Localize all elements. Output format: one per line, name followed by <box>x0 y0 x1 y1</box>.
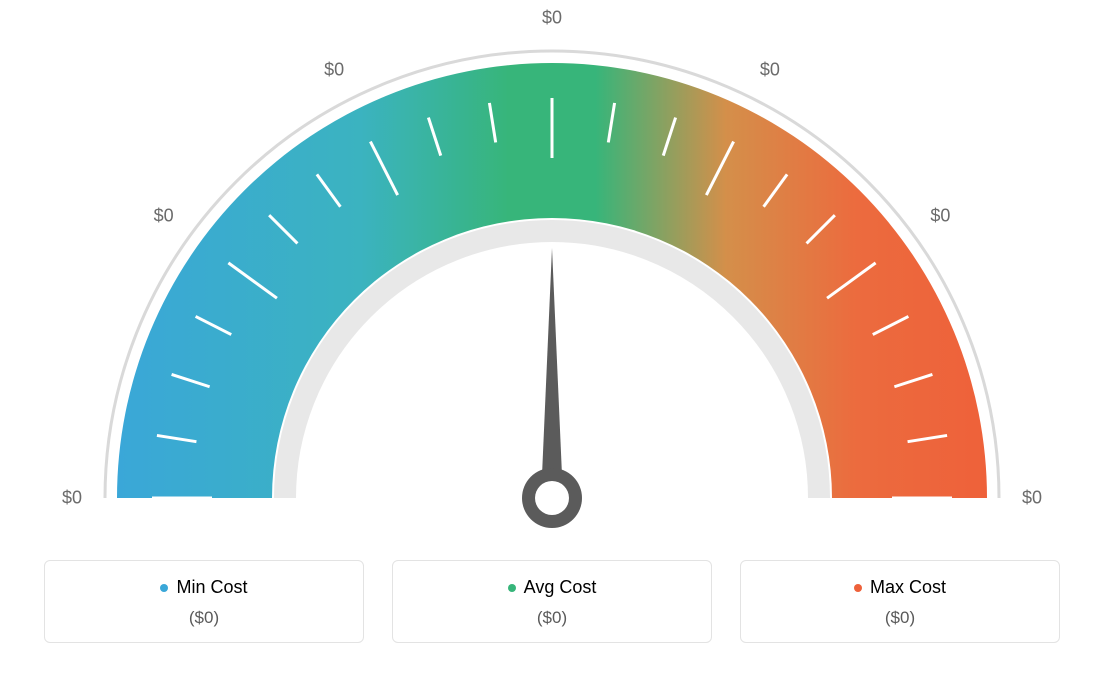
legend-title-max: Max Cost <box>854 577 946 598</box>
gauge-svg <box>0 0 1104 560</box>
legend-dot-max <box>854 584 862 592</box>
legend-label-min: Min Cost <box>176 577 247 598</box>
legend-title-avg: Avg Cost <box>508 577 597 598</box>
legend-card-max: Max Cost ($0) <box>740 560 1060 643</box>
gauge-tick-label: $0 <box>62 488 82 509</box>
legend-card-min: Min Cost ($0) <box>44 560 364 643</box>
gauge-tick-label: $0 <box>930 205 950 226</box>
legend-dot-avg <box>508 584 516 592</box>
legend-value-avg: ($0) <box>403 608 701 628</box>
gauge-tick-label: $0 <box>1022 488 1042 509</box>
legend-label-max: Max Cost <box>870 577 946 598</box>
legend-card-avg: Avg Cost ($0) <box>392 560 712 643</box>
gauge-chart: $0 $0 $0 $0 $0 $0 $0 <box>0 0 1104 560</box>
legend-value-max: ($0) <box>751 608 1049 628</box>
gauge-tick-label: $0 <box>154 205 174 226</box>
legend-dot-min <box>160 584 168 592</box>
legend-label-avg: Avg Cost <box>524 577 597 598</box>
gauge-tick-label: $0 <box>324 60 344 81</box>
gauge-tick-label: $0 <box>542 8 562 29</box>
legend-title-min: Min Cost <box>160 577 247 598</box>
legend-row: Min Cost ($0) Avg Cost ($0) Max Cost ($0… <box>0 560 1104 643</box>
legend-value-min: ($0) <box>55 608 353 628</box>
gauge-tick-label: $0 <box>760 60 780 81</box>
